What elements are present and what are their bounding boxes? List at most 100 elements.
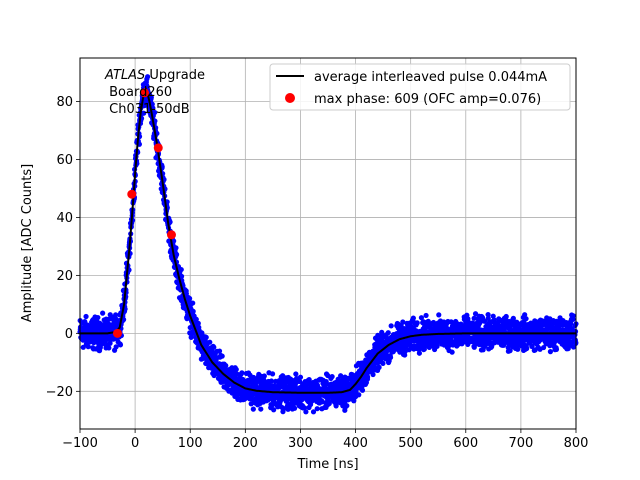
scatter-point	[297, 374, 304, 380]
legend-entry-average-pulse: average interleaved pulse 0.044mA	[314, 70, 547, 85]
annotation-line-1: ATLAS Upgrade	[104, 68, 205, 83]
scatter-point	[359, 387, 366, 393]
scatter-point	[281, 406, 287, 412]
scatter-point	[365, 374, 371, 380]
scatter-point	[233, 366, 239, 373]
scatter-point	[187, 295, 193, 302]
max-phase-series	[112, 88, 176, 338]
scatter-point	[207, 339, 213, 345]
scatter-point	[344, 403, 350, 409]
scatter-point	[410, 315, 416, 321]
x-axis-label: Time [ns]	[296, 457, 358, 472]
scatter-point	[219, 353, 225, 359]
scatter-point	[145, 74, 151, 80]
scatter-point	[293, 371, 299, 377]
scatter-point	[178, 266, 184, 273]
x-tick-label: 0	[131, 436, 139, 451]
scatter-point	[434, 343, 440, 349]
scatter-point	[269, 371, 276, 377]
scatter-point	[80, 344, 86, 350]
x-tick-label: 500	[398, 436, 423, 451]
scatter-point	[400, 319, 406, 325]
scatter-point	[203, 334, 209, 340]
atlas-annotation: ATLAS Upgrade Board260 Ch031-50dB	[104, 68, 205, 117]
scatter-point	[421, 346, 427, 352]
axis-ticks: −100 0 100 200 300 400 500 600 700 800 −20 0 20 40 60 8…	[46, 95, 589, 451]
scatter-point	[436, 312, 442, 318]
scatter-point	[85, 344, 91, 350]
annotation-upgrade: Upgrade	[145, 68, 205, 83]
scatter-point	[379, 329, 385, 335]
scatter-point	[540, 344, 547, 351]
y-tick-label: 0	[65, 327, 73, 342]
scatter-point	[314, 406, 320, 412]
scatter-point	[117, 342, 124, 348]
x-tick-label: −100	[62, 436, 98, 451]
scatter-point	[423, 312, 429, 319]
scatter-point	[174, 251, 180, 258]
scatter-point	[234, 371, 240, 377]
y-tick-label: 60	[56, 153, 73, 168]
max-phase-point	[166, 230, 176, 240]
scatter-point	[524, 345, 530, 352]
x-tick-label: 600	[453, 436, 478, 451]
scatter-point	[190, 300, 196, 306]
scatter-point	[380, 360, 386, 366]
legend: average interleaved pulse 0.044mA max ph…	[269, 63, 571, 111]
scatter-point	[301, 405, 308, 411]
scatter-point	[547, 349, 554, 355]
scatter-point	[387, 354, 394, 361]
y-tick-label: −20	[46, 385, 73, 400]
scatter-point	[503, 313, 509, 320]
scatter-point	[418, 315, 425, 321]
scatter-point	[388, 323, 394, 329]
scatter-point	[211, 344, 217, 350]
legend-entry-max-phase: max phase: 609 (OFC amp=0.076)	[314, 92, 541, 107]
scatter-point	[261, 373, 267, 379]
scatter-point	[148, 94, 154, 100]
scatter-point	[515, 346, 521, 352]
scatter-point	[414, 320, 420, 326]
scatter-point	[296, 378, 303, 384]
legend-box	[269, 63, 571, 111]
scatter-point	[195, 320, 201, 326]
scatter-point	[113, 344, 119, 350]
scatter-point	[113, 312, 119, 318]
scatter-point	[271, 407, 277, 413]
scatter-point	[100, 310, 106, 316]
scatter-point	[495, 321, 501, 327]
scatter-point	[95, 314, 101, 321]
y-axis-label: Amplitude [ADC Counts]	[20, 164, 35, 322]
scatter-point	[385, 330, 391, 336]
scatter-point	[471, 315, 477, 321]
y-tick-label: 40	[56, 211, 73, 226]
scatter-point	[152, 109, 158, 116]
scatter-point	[303, 409, 309, 415]
scatter-point	[193, 316, 199, 322]
scatter-point	[83, 313, 89, 320]
max-phase-point	[112, 328, 122, 338]
scatter-point	[239, 370, 245, 376]
scatter-point	[553, 346, 560, 352]
scatter-point	[106, 345, 112, 351]
average-pulse-series	[80, 87, 576, 394]
annotation-channel: Ch031-50dB	[105, 102, 190, 117]
scatter-point	[522, 312, 528, 318]
legend-dot-swatch	[285, 93, 295, 103]
scatter-point	[268, 378, 275, 384]
scatter-point	[223, 363, 229, 369]
max-phase-point	[127, 189, 137, 199]
scatter-point	[376, 364, 382, 370]
y-tick-label: 20	[56, 269, 73, 284]
scatter-point	[107, 340, 113, 346]
scatter-point	[178, 273, 185, 279]
scatter-point	[485, 312, 491, 318]
scatter-point	[329, 374, 335, 380]
scatter-point	[570, 313, 576, 319]
scatter-point	[310, 409, 317, 415]
annotation-atlas-italic: ATLAS	[104, 68, 145, 83]
annotation-board: Board260	[105, 85, 172, 100]
scatter-point	[338, 373, 344, 379]
scatter-point	[258, 406, 264, 412]
